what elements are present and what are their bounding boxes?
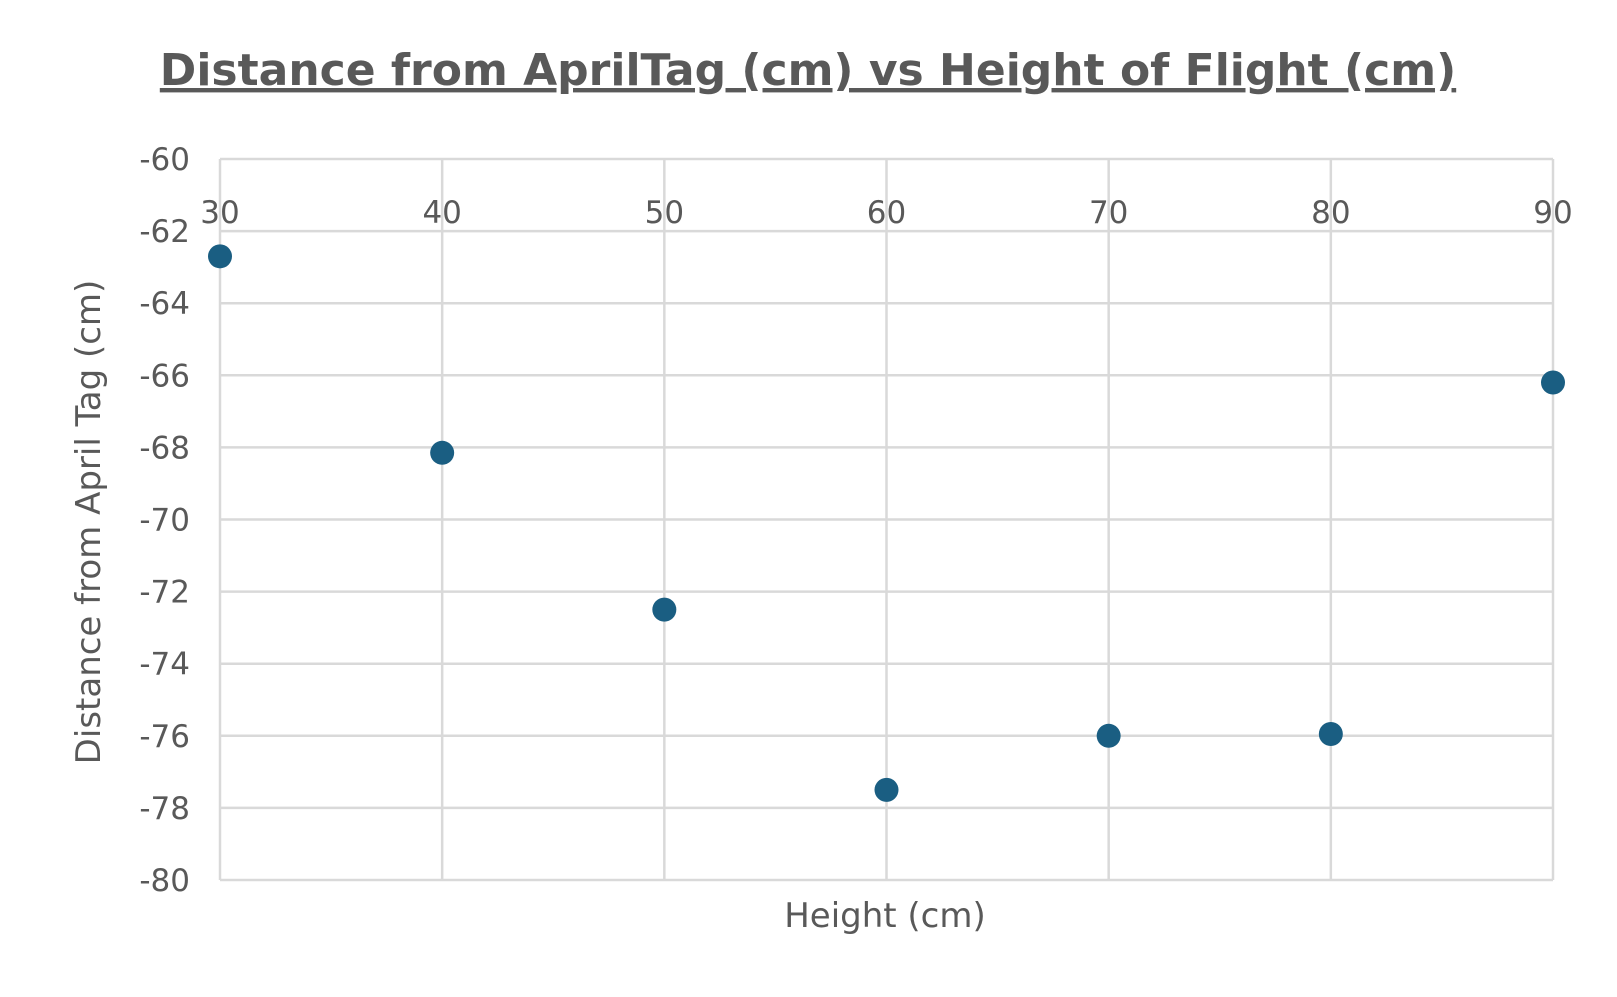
x-tick-label: 90 <box>1533 195 1572 231</box>
data-points <box>208 244 1565 802</box>
data-point <box>652 597 677 622</box>
y-tick-label: -62 <box>139 214 190 250</box>
x-tick-label: 30 <box>200 195 239 231</box>
x-tick-label: 50 <box>645 195 684 231</box>
data-point <box>430 440 455 465</box>
y-axis-title: Distance from April Tag (cm) <box>69 280 109 765</box>
x-tick-label: 40 <box>422 195 461 231</box>
y-tick-label: -68 <box>139 430 190 466</box>
x-axis-title: Height (cm) <box>784 896 986 936</box>
y-tick-label: -76 <box>139 719 190 755</box>
y-tick-label: -64 <box>139 286 190 322</box>
y-tick-label: -80 <box>139 863 190 899</box>
data-point <box>1318 721 1343 746</box>
y-tick-label: -72 <box>139 575 190 611</box>
y-tick-label: -60 <box>139 142 190 178</box>
grid-layer <box>218 157 1555 882</box>
data-point <box>1096 723 1121 748</box>
data-point <box>1541 370 1565 395</box>
y-tick-label: -78 <box>139 791 190 827</box>
x-tick-label: 70 <box>1089 195 1128 231</box>
data-point <box>208 244 232 269</box>
y-tick-label: -74 <box>139 647 190 683</box>
y-tick-label: -70 <box>139 503 190 539</box>
chart-title: Distance from AprilTag (cm) vs Height of… <box>160 45 1456 96</box>
data-point <box>874 777 899 802</box>
x-tick-label: 60 <box>867 195 906 231</box>
x-tick-label: 80 <box>1311 195 1350 231</box>
tick-labels: -60 -62 -64 -66 -68 -70 -72 -74 -76 -78 -80 30 40 50 6… <box>139 142 1572 899</box>
y-tick-label: -66 <box>139 358 190 394</box>
